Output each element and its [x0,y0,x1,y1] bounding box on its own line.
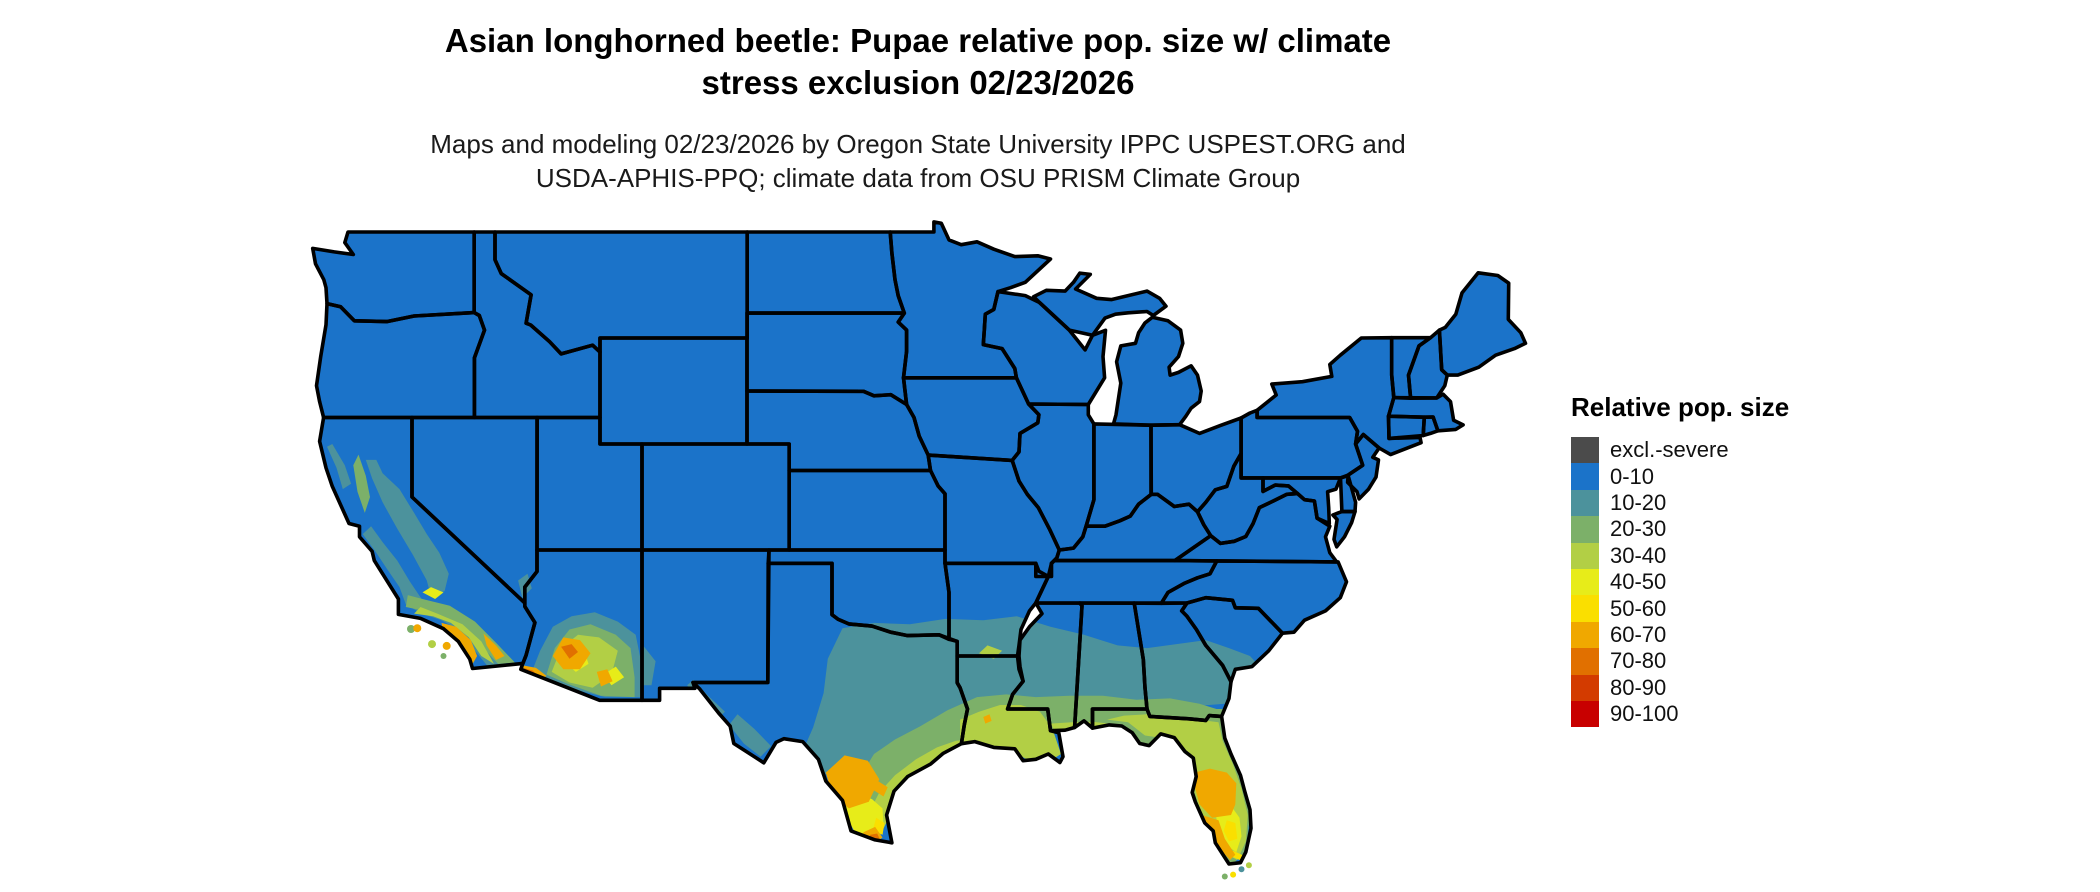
legend-swatch [1571,595,1599,622]
legend-item-label: 60-70 [1610,621,1667,647]
legend-item: excl.-severe [1571,437,1789,464]
figure-title-line1: Asian longhorned beetle: Pupae relative … [444,22,1392,59]
figure-title: Asian longhorned beetle: Pupae relative … [0,20,1836,104]
map-island-dots [407,624,1252,880]
legend-item-label: 0-10 [1610,463,1655,489]
legend-item: 20-30 [1571,516,1789,543]
state-border-ar [943,561,1051,658]
state-border-fl [1090,707,1253,866]
legend-swatch [1571,674,1599,701]
legend-swatch [1571,700,1599,728]
legend-item: 50-60 [1571,595,1789,622]
state-border-sc [1179,595,1285,684]
legend-swatch [1571,621,1599,649]
state-border-dmv [1331,509,1357,549]
legend-item: 70-80 [1571,648,1789,675]
legend-item: 80-90 [1571,674,1789,701]
legend-item-label: 70-80 [1610,648,1667,674]
state-border-me [1437,271,1528,377]
map-legend: Relative pop. size excl.-severe 0-10 10-20… [1571,392,1790,728]
legend-swatch [1571,463,1599,490]
legend-swatch [1571,568,1599,596]
legend-item-label: 20-30 [1610,516,1667,542]
legend-swatch [1571,437,1599,464]
state-border-md [1261,476,1343,526]
legend-item-label: 80-90 [1610,674,1667,700]
figure-subtitle-line2: USDA-APHIS-PPQ; climate data from OSU PR… [535,163,1301,193]
legend-item-label: 90-100 [1610,701,1679,727]
map-state-borders [310,220,1528,866]
state-border-miup [1031,271,1168,338]
legend-item: 40-50 [1571,568,1789,596]
legend-swatch [1571,516,1599,543]
legend-item-label: 50-60 [1610,595,1667,621]
legend-item: 60-70 [1571,621,1789,649]
legend-item-label: excl.-severe [1610,437,1729,463]
legend-items: excl.-severe 0-10 10-20 20-30 30-40 40-50 50-6… [1571,437,1789,728]
legend-item: 30-40 [1571,542,1789,569]
figure-subtitle: Maps and modeling 02/23/2026 by Oregon S… [0,127,1836,195]
figure-subtitle-line1: Maps and modeling 02/23/2026 by Oregon S… [430,129,1406,159]
legend-title: Relative pop. size [1571,392,1790,422]
legend-swatch [1571,542,1599,569]
figure-title-line2: stress exclusion 02/23/2026 [701,64,1135,101]
legend-item: 90-100 [1571,700,1789,728]
legend-swatch [1571,489,1599,517]
legend-swatch [1571,648,1599,675]
legend-item-label: 10-20 [1610,489,1667,515]
legend-item-label: 30-40 [1610,542,1667,568]
legend-item: 0-10 [1571,463,1789,490]
legend-item: 10-20 [1571,489,1789,517]
state-border-mi [1111,315,1203,427]
legend-item-label: 40-50 [1610,569,1667,595]
